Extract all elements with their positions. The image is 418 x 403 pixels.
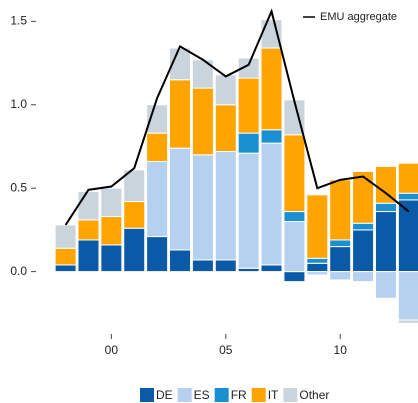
bar xyxy=(191,87,214,156)
bar xyxy=(214,259,237,273)
bar xyxy=(237,132,260,154)
bar xyxy=(237,267,260,273)
bar xyxy=(146,160,169,238)
bar xyxy=(283,221,306,273)
x-tick-label: 05 xyxy=(219,343,233,357)
bar xyxy=(329,271,352,281)
bar xyxy=(352,171,375,224)
y-tick-label: 0.0 xyxy=(10,264,27,278)
bar xyxy=(123,169,146,203)
x-tick-label: 10 xyxy=(334,343,348,357)
bar xyxy=(123,227,146,273)
bar xyxy=(237,152,260,269)
bar xyxy=(214,74,237,106)
bar xyxy=(169,79,192,149)
bar xyxy=(54,247,77,266)
legend-label: IT xyxy=(268,388,279,402)
legend-swatch xyxy=(283,388,298,402)
bar xyxy=(283,211,306,223)
legend-label: DE xyxy=(156,388,173,402)
bar xyxy=(352,271,375,283)
legend-swatch xyxy=(214,388,229,402)
bar xyxy=(306,271,329,276)
x-tick-label: 00 xyxy=(105,343,119,357)
bar xyxy=(123,201,146,229)
bar xyxy=(329,179,352,241)
bar xyxy=(214,104,237,152)
bar xyxy=(260,264,283,273)
bar xyxy=(329,246,352,273)
bar xyxy=(306,194,329,259)
bar xyxy=(100,244,123,273)
bar xyxy=(283,271,306,283)
bar xyxy=(54,224,77,249)
bar xyxy=(169,147,192,251)
bar xyxy=(352,229,375,273)
bar xyxy=(77,219,100,241)
bar xyxy=(146,236,169,273)
legend-label: ES xyxy=(194,388,210,402)
bar xyxy=(54,264,77,273)
bar xyxy=(146,132,169,162)
bar xyxy=(77,239,100,273)
bar xyxy=(329,239,352,248)
bar xyxy=(260,129,283,144)
bar xyxy=(352,222,375,231)
legend-label: FR xyxy=(231,388,247,402)
y-tick-label: 0.5 xyxy=(10,180,27,194)
bar xyxy=(100,187,123,218)
bar xyxy=(397,271,418,321)
bar xyxy=(214,150,237,261)
legend-label: Other xyxy=(299,388,329,402)
bar xyxy=(191,259,214,273)
bar xyxy=(237,57,260,79)
bar xyxy=(260,142,283,266)
bar xyxy=(283,134,306,213)
bar xyxy=(260,47,283,131)
bar xyxy=(169,249,192,273)
legend-label: EMU aggregate xyxy=(320,11,397,23)
bar xyxy=(374,202,397,213)
y-tick-label: 1.5 xyxy=(10,14,27,28)
bar xyxy=(374,165,397,204)
y-tick-label: 1.0 xyxy=(10,97,27,111)
bar xyxy=(237,77,260,134)
bar xyxy=(397,192,418,201)
bar xyxy=(306,257,329,264)
bar xyxy=(374,211,397,273)
bar xyxy=(397,319,418,324)
bar xyxy=(77,191,100,221)
legend-swatch xyxy=(251,388,266,402)
bar xyxy=(374,271,397,299)
legend-swatch xyxy=(140,388,154,402)
bar xyxy=(397,162,418,194)
bar xyxy=(191,154,214,261)
bar xyxy=(306,262,329,273)
line xyxy=(64,8,410,226)
bar xyxy=(100,216,123,246)
legend-swatch xyxy=(177,388,192,402)
